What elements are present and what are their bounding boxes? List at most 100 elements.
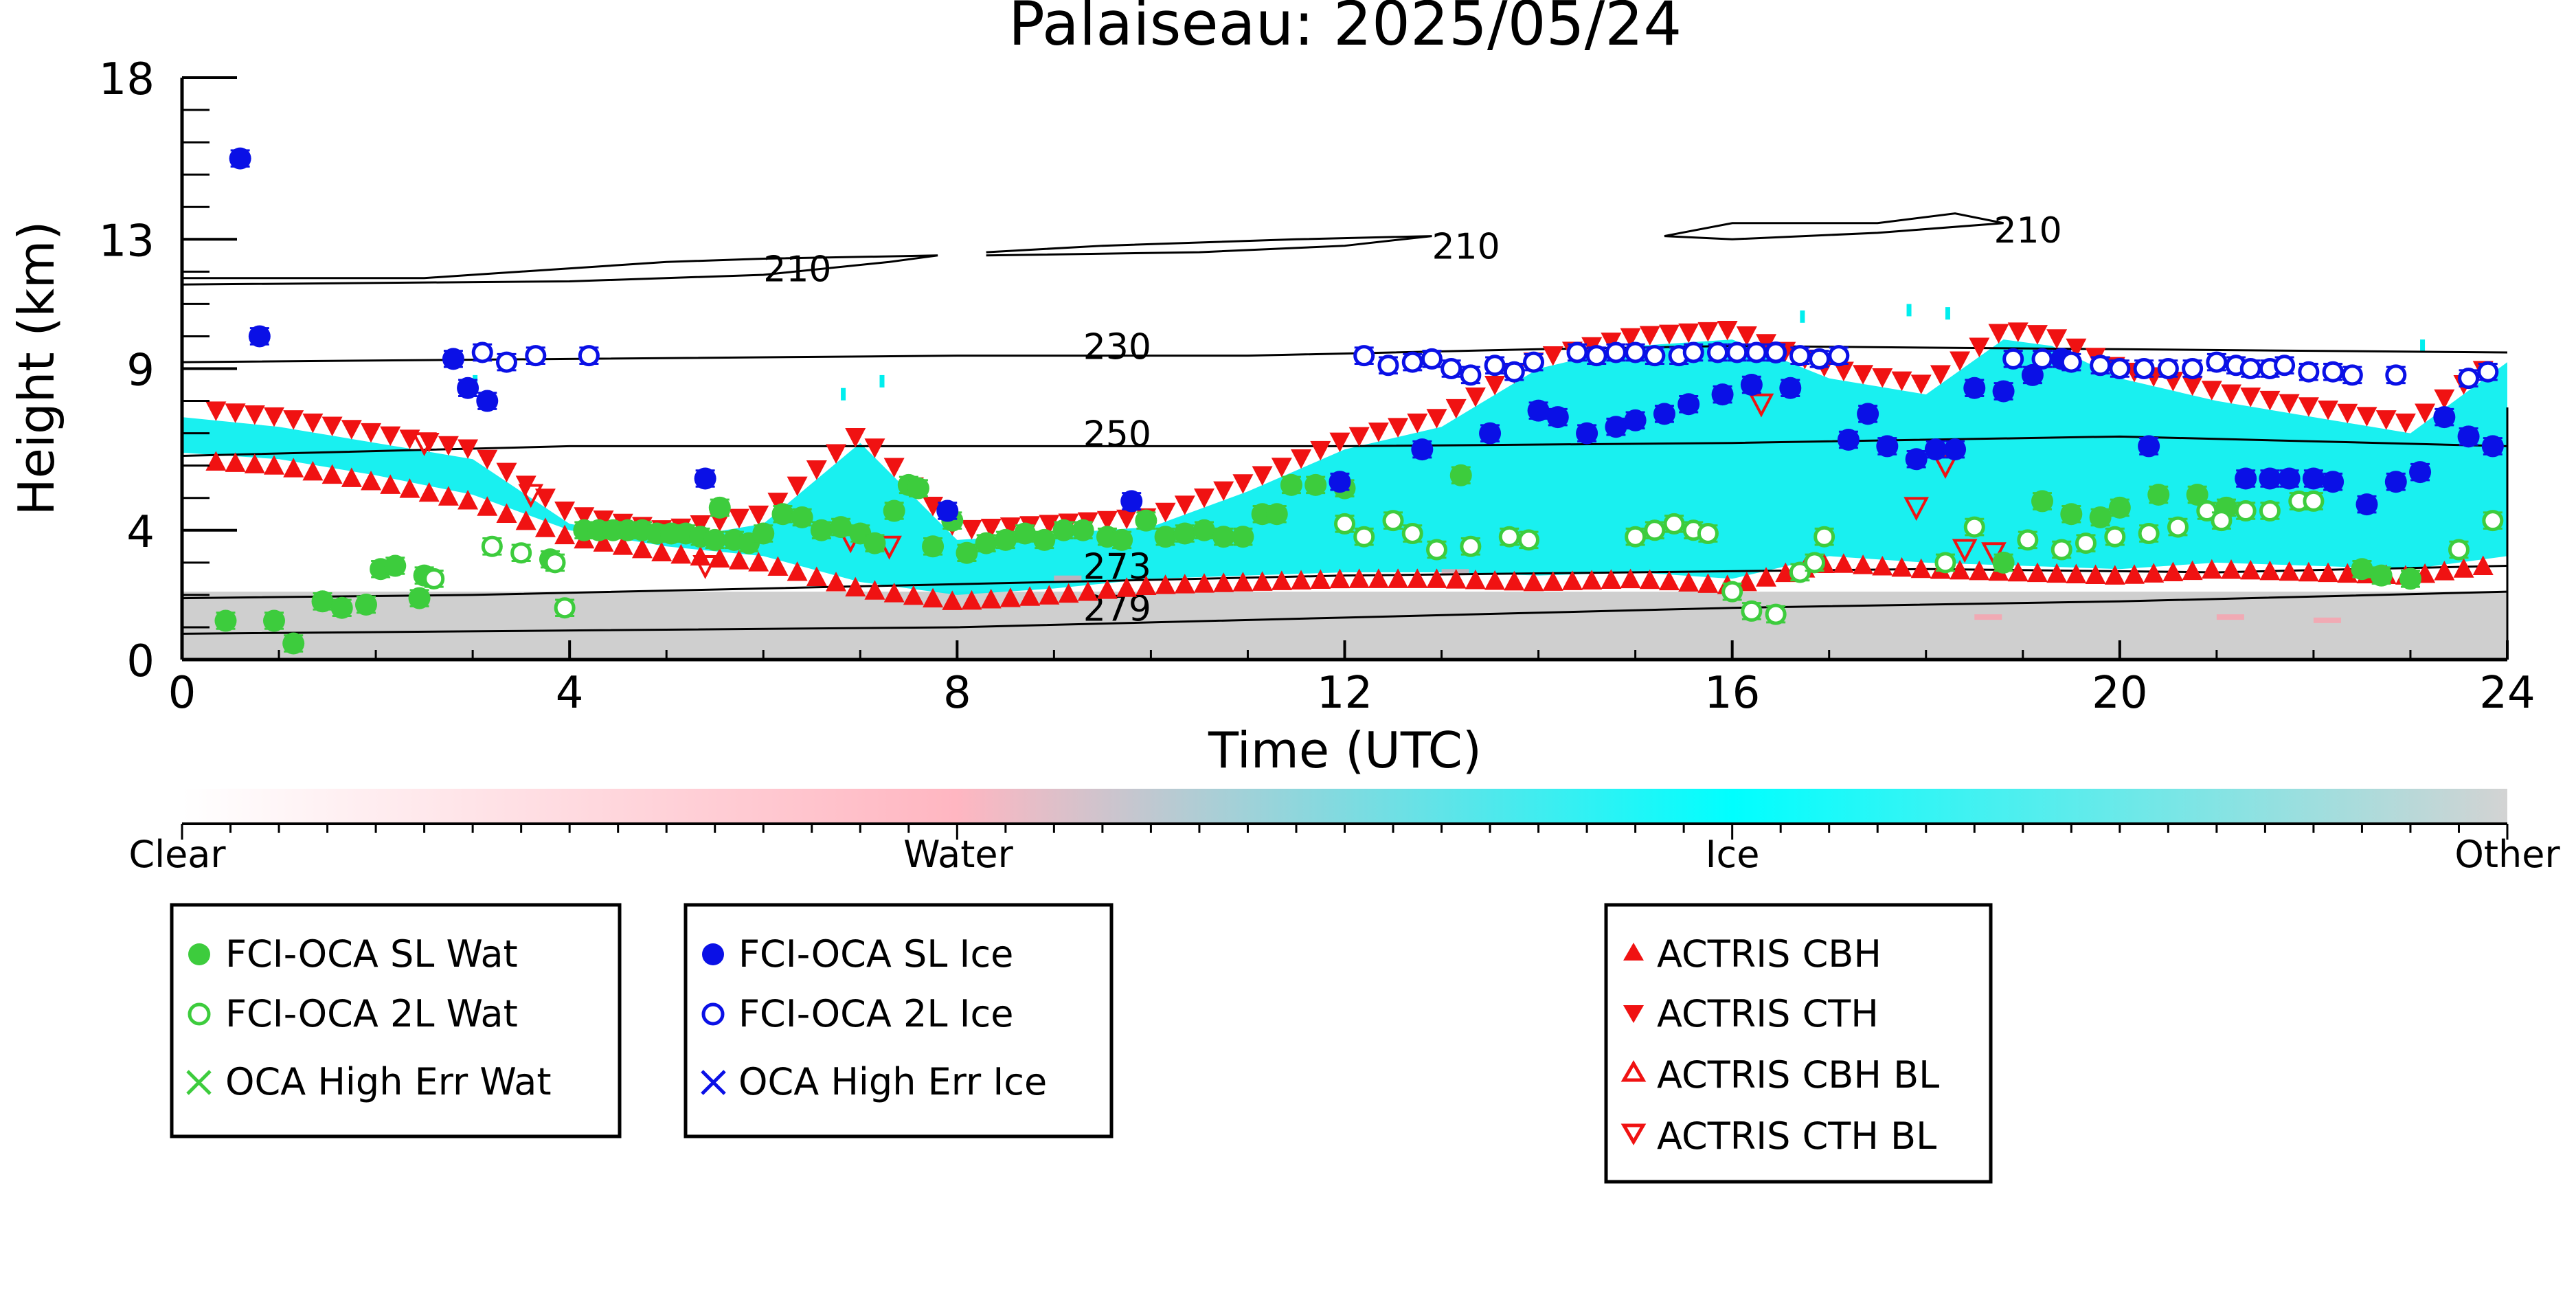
fci-oca-sl-wat-point: [810, 519, 833, 541]
actris-cth-marker: [1658, 324, 1680, 345]
actris-cbh-marker: [2240, 559, 2261, 580]
actris-cth-marker: [1872, 368, 1893, 388]
actris-cth-marker: [2259, 390, 2281, 411]
fci-oca-2l-ice-point: [1644, 345, 1666, 367]
actris-cbh-marker: [2007, 561, 2029, 582]
actris-cbh-marker: [1348, 568, 1370, 588]
actris-cbh-marker: [496, 503, 517, 524]
actris-cth-marker: [438, 436, 459, 456]
fci-oca-sl-ice-point: [476, 390, 499, 412]
actris-cbh-marker: [612, 535, 633, 555]
actris-cth-marker: [728, 508, 749, 529]
actris-cth-marker: [1678, 323, 1699, 344]
fci-oca-2l-wat-point: [1741, 600, 1763, 622]
ice-fragment: [879, 374, 885, 388]
fci-oca-sl-wat-point: [2060, 503, 2083, 526]
actris-cth-marker: [1271, 458, 1292, 478]
colorbar-label-ice: Ice: [1706, 833, 1760, 876]
actris-cth-marker: [2318, 400, 2339, 420]
actris-cth-marker: [2279, 394, 2300, 414]
legend-marker-sl-wat: [188, 943, 210, 965]
y-tick-label: 18: [99, 54, 155, 105]
fci-oca-sl-wat-point: [752, 522, 775, 545]
actris-cbh-marker: [1969, 560, 1990, 581]
actris-cth-marker: [1116, 509, 1138, 530]
legend-marker-higherr-wat: [186, 1070, 212, 1095]
fci-oca-sl-ice-point: [1479, 422, 1502, 445]
actris-cbh-marker: [2046, 563, 2068, 583]
y-tick-label: 4: [126, 507, 155, 558]
fci-oca-2l-ice-point: [2274, 355, 2296, 377]
actris-cth-marker: [767, 493, 789, 513]
fci-oca-2l-ice-point: [2157, 358, 2179, 379]
fci-oca-2l-wat-point: [2211, 510, 2233, 532]
actris-cbh-marker: [515, 510, 536, 530]
fci-oca-sl-ice-point: [1963, 377, 1986, 399]
actris-cbh-marker: [709, 548, 730, 568]
fci-oca-2l-wat-point: [510, 542, 532, 564]
fci-oca-2l-ice-point: [1828, 345, 1850, 367]
actris-cth-marker: [477, 449, 498, 470]
actris-cth-marker: [2221, 384, 2242, 404]
fci-oca-2l-wat-point: [554, 597, 576, 619]
actris-cth-marker: [1310, 440, 1331, 461]
actris-cth-marker: [263, 407, 284, 427]
actris-cth-marker: [1193, 488, 1214, 508]
actris-cth-marker: [961, 519, 982, 540]
fci-oca-2l-wat-point: [2259, 500, 2281, 522]
actris-cth-marker: [1329, 432, 1351, 453]
fci-oca-sl-wat-point: [1280, 473, 1302, 496]
fci-oca-2l-ice-point: [2385, 364, 2407, 386]
fci-oca-2l-ice-point: [2109, 358, 2131, 379]
actris-cth-marker: [496, 462, 517, 483]
actris-cth-marker: [2337, 403, 2358, 424]
fci-oca-sl-wat-point: [311, 590, 334, 613]
actris-cbh-marker: [1368, 568, 1389, 588]
actris-cth-marker: [883, 458, 905, 478]
actris-cbh-marker: [1601, 569, 1622, 590]
fci-oca-sl-ice-point: [2302, 467, 2325, 490]
actris-cth-marker: [2415, 403, 2436, 423]
actris-cth-marker: [1639, 326, 1660, 346]
fci-oca-2l-ice-point: [1789, 345, 1811, 367]
actris-cbh-marker: [1039, 585, 1060, 605]
actris-cth-marker: [787, 476, 808, 497]
fci-oca-sl-ice-point: [1677, 393, 1700, 416]
fci-oca-sl-wat-point: [330, 596, 353, 619]
fci-oca-sl-wat-point: [408, 587, 431, 609]
fci-oca-sl-ice-point: [1992, 380, 2015, 403]
actris-cth-bl-marker: [1952, 539, 1978, 563]
actris-cth-marker: [2066, 338, 2087, 359]
actris-cbh-marker: [942, 590, 963, 610]
actris-cbh-marker: [399, 478, 420, 498]
fci-oca-sl-ice-point: [1944, 438, 1967, 461]
actris-cbh-marker: [1504, 570, 1525, 591]
fci-oca-2l-wat-point: [1697, 522, 1719, 544]
colorbar-gradient: [182, 789, 2507, 824]
actris-cbh-marker: [1891, 557, 1912, 577]
fci-oca-2l-ice-point: [578, 345, 600, 367]
actris-cth-marker: [283, 410, 304, 430]
actris-cbh-marker: [1329, 568, 1351, 589]
fci-oca-2l-ice-point: [1523, 351, 1545, 373]
actris-cbh-marker: [1736, 571, 1757, 592]
fci-oca-sl-ice-point: [2481, 435, 2504, 458]
actris-cbh-marker: [2162, 561, 2184, 581]
fci-oca-sl-ice-point: [1924, 438, 1947, 461]
fci-oca-sl-wat-point: [1014, 522, 1037, 545]
isotherm-line: [182, 254, 938, 286]
isotherm-label: 210: [1993, 210, 2061, 251]
actris-cth-marker: [244, 405, 265, 425]
x-tick-label: 8: [943, 668, 971, 719]
fci-oca-2l-wat-point: [2448, 539, 2470, 561]
actris-cth-marker: [302, 413, 324, 434]
fci-oca-2l-ice-point: [495, 351, 517, 373]
fci-oca-2l-wat-point: [2075, 532, 2097, 554]
legend-label-actris-cbh-bl: ACTRIS CBH BL: [1657, 1053, 1939, 1097]
actris-cbh-marker: [631, 538, 653, 559]
actris-cth-marker: [1736, 326, 1757, 346]
actris-cth-marker: [341, 420, 362, 440]
actris-cth-bl-marker: [1748, 393, 1774, 418]
actris-cbh-marker: [477, 496, 498, 516]
actris-cbh-marker: [361, 471, 382, 491]
